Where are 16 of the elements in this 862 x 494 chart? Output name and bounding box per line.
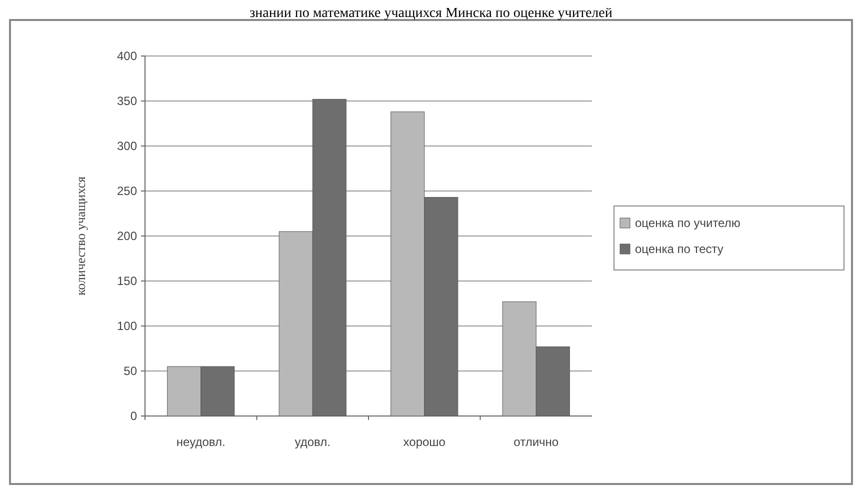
x-tick-label: неудовл.: [176, 435, 226, 449]
x-tick-label: удовл.: [294, 435, 330, 449]
y-tick-label: 150: [116, 274, 138, 288]
y-tick-label: 100: [116, 319, 138, 334]
y-tick-label: 200: [116, 229, 138, 244]
y-tick-label: 50: [124, 364, 138, 378]
legend-label: оценка по тесту: [635, 242, 724, 256]
y-tick-label: 0: [130, 409, 138, 424]
x-tick-label: отлично: [514, 435, 559, 449]
x-tick-label: хорошо: [403, 435, 446, 449]
y-tick-label: 350: [116, 94, 138, 108]
y-tick-label: 250: [116, 184, 138, 198]
y-tick-label: 400: [116, 49, 138, 64]
y-axis-title: количество учащихся: [73, 176, 88, 296]
legend-label: оценка по учителю: [635, 216, 740, 230]
y-tick-label: 300: [116, 139, 138, 154]
